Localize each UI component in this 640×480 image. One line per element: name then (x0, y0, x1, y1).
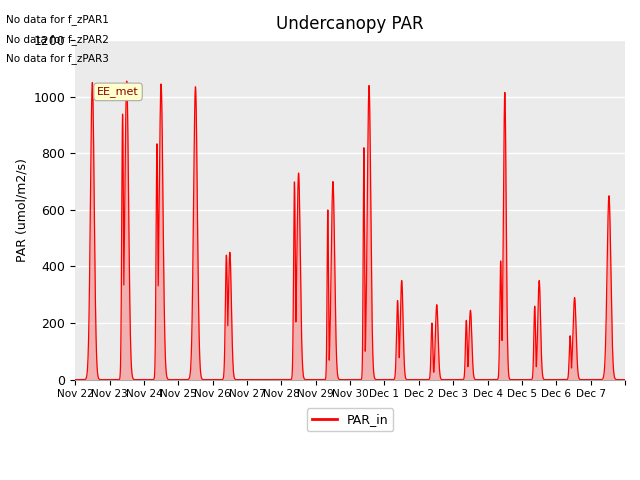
Text: No data for f_zPAR3: No data for f_zPAR3 (6, 53, 109, 64)
Text: No data for f_zPAR1: No data for f_zPAR1 (6, 14, 109, 25)
Y-axis label: PAR (umol/m2/s): PAR (umol/m2/s) (15, 158, 28, 262)
Text: No data for f_zPAR2: No data for f_zPAR2 (6, 34, 109, 45)
Legend: PAR_in: PAR_in (307, 408, 394, 431)
Title: Undercanopy PAR: Undercanopy PAR (276, 15, 424, 33)
Text: EE_met: EE_met (97, 86, 139, 97)
